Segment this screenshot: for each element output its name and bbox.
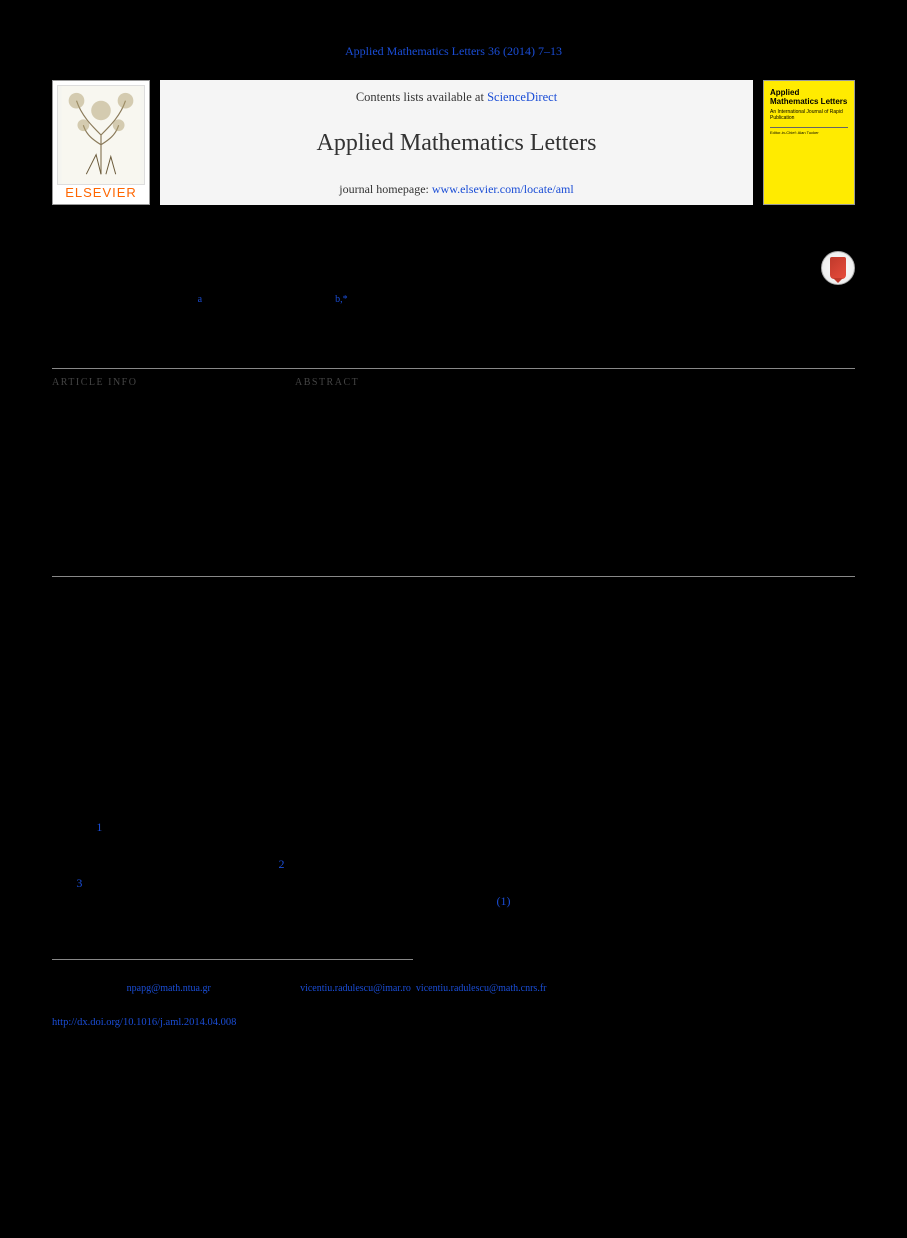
intro-para-3: Also ∂u/∂nₚ denotes the generalized norm…	[52, 758, 855, 777]
equation-1-number: (1)	[815, 671, 855, 686]
homepage-prefix: journal homepage:	[339, 182, 432, 196]
author-2-email-1[interactable]: vicentiu.radulescu@imar.ro	[300, 983, 411, 994]
p4-a: (see [	[70, 820, 96, 834]
journal-homepage-line: journal homepage: www.elsevier.com/locat…	[339, 182, 573, 197]
article-info-column: ARTICLE INFO Article history: Received 4…	[52, 377, 267, 558]
footnote-separator	[52, 959, 413, 960]
contents-available-line: Contents lists available at ScienceDirec…	[356, 90, 557, 105]
author-1-name: Nikolaos S. Papageorgiou	[52, 297, 198, 312]
article-info-heading: ARTICLE INFO	[52, 377, 267, 388]
history-received: Received 4 April 2014	[52, 409, 267, 424]
affiliation-b: b Department of Mathematics, Faculty of …	[52, 335, 855, 350]
article-title: On a Robin problem with p-Laplacian and …	[52, 245, 732, 272]
author-2-affil-sup[interactable]: b,*	[335, 294, 348, 305]
eq-ref-1[interactable]: (1)	[497, 894, 511, 908]
abstract-heading: ABSTRACT	[295, 377, 855, 388]
equation-2-row: Δₚu = div(|Du|ᵖ⁻² Du) for all u ∈ W¹ᵖ(Ω)…	[52, 729, 855, 746]
journal-banner: ELSEVIER Contents lists available at Sci…	[52, 80, 855, 205]
cover-bar: Editor-in-Chief: Alan Tucker	[770, 127, 848, 135]
header-citation-row: Applied Mathematics Letters 36 (2014) 7–…	[52, 42, 855, 60]
author-1-email-who: (N.S. Papageorgiou),	[213, 983, 297, 994]
journal-cover-thumb[interactable]: Applied Mathematics Letters An Internati…	[763, 80, 855, 205]
footer-meta: http://dx.doi.org/10.1016/j.aml.2014.04.…	[52, 1016, 855, 1043]
equation-2: Δₚu = div(|Du|ᵖ⁻² Du) for all u ∈ W¹ᵖ(Ω)…	[52, 729, 855, 746]
info-abstract-row: ARTICLE INFO Article history: Received 4…	[52, 377, 855, 558]
corr-label: * Corresponding author.	[52, 968, 855, 982]
equation-1-row: −Δₚu(z) = f(z, u(z)) in Ω, ∂u/∂nₚ + β(z)…	[52, 670, 855, 687]
affiliation-a: a National Technical University, Departm…	[52, 321, 855, 336]
abstract-copyright: © 2014 Elsevier Ltd. All rights reserved…	[295, 452, 855, 464]
section-1-title: 1. Introduction	[52, 613, 855, 629]
contents-prefix: Contents lists available at	[356, 90, 487, 104]
header-citation-link[interactable]: Applied Mathematics Letters 36 (2014) 7–…	[345, 44, 562, 58]
cover-subtitle: An International Journal of Rapid Public…	[770, 109, 848, 121]
p5-a: Our aim is to prove the existence of at …	[70, 894, 497, 908]
p4-d: ]). So, the problem is asymmetric.	[82, 876, 245, 890]
crossmark-badge[interactable]	[821, 251, 855, 285]
elsevier-wordmark: ELSEVIER	[65, 185, 137, 200]
keyword-2: Nonlinear regularity	[52, 498, 267, 513]
issn-copyright: 0893-9659/© 2014 Elsevier Ltd. All right…	[52, 1030, 855, 1043]
author-2-name: Vicenţiu D. Rădulescu	[209, 297, 335, 312]
keyword-4: Nonlinear maximum principle	[52, 528, 267, 543]
history-accepted: Accepted 4 April 2014	[52, 424, 267, 439]
author-list: Nikolaos S. Papageorgioua, Vicenţiu D. R…	[52, 294, 855, 313]
email-line: E-mail addresses: npapg@math.ntua.gr (N.…	[52, 982, 855, 996]
history-online: Available online 30 April 2014	[52, 439, 267, 454]
page-container: Applied Mathematics Letters 36 (2014) 7–…	[0, 0, 907, 1073]
author-2-email-who: (V.D. Rădulescu).	[549, 983, 620, 994]
journal-name: Applied Mathematics Letters	[317, 130, 597, 157]
elsevier-tree-icon	[57, 85, 145, 185]
sciencedirect-link[interactable]: ScienceDirect	[487, 90, 557, 104]
history-label: Article history:	[52, 394, 267, 409]
intro-para-2: Here Δₚ (1 < p < ∞) denotes the p-Laplac…	[52, 699, 855, 718]
corresponding-author-note: * Corresponding author. E-mail addresses…	[52, 968, 855, 996]
divider-top	[52, 368, 855, 369]
intro-para-4: (see [1]), with n(·) being the outward u…	[52, 818, 855, 892]
equation-3: C¹(Ω̄) ∋ u → ∂u/∂nₚ = |Du|ᵖ⁻² (Du, n)ℝᴺ	[52, 789, 855, 806]
keyword-3: Positive solutions	[52, 513, 267, 528]
banner-center: Contents lists available at ScienceDirec…	[160, 80, 753, 205]
doi-link[interactable]: http://dx.doi.org/10.1016/j.aml.2014.04.…	[52, 1017, 236, 1028]
divider-bottom	[52, 576, 855, 577]
equation-1: −Δₚu(z) = f(z, u(z)) in Ω, ∂u/∂nₚ + β(z)…	[52, 670, 815, 687]
journal-homepage-link[interactable]: www.elsevier.com/locate/aml	[432, 182, 574, 196]
cover-title: Applied Mathematics Letters	[770, 89, 848, 107]
bookmark-icon	[830, 257, 846, 279]
intro-para-1: Let Ω ⊆ ℝᴺ be a bounded domain with a C²…	[52, 639, 855, 658]
abstract-text: We study a nonlinear Robin problem drive…	[295, 394, 855, 442]
elsevier-logo[interactable]: ELSEVIER	[52, 80, 150, 205]
keywords-label: Keywords:	[52, 468, 267, 483]
equation-3-row: C¹(Ω̄) ∋ u → ∂u/∂nₚ = |Du|ᵖ⁻² (Du, n)ℝᴺ	[52, 789, 855, 806]
article-header: On a Robin problem with p-Laplacian and …	[52, 245, 855, 350]
author-1-affil-sup[interactable]: a	[198, 294, 202, 305]
author-1-email[interactable]: npapg@math.ntua.gr	[127, 983, 211, 994]
keyword-1: Robin boundary condition	[52, 483, 267, 498]
affiliation-list: a National Technical University, Departm…	[52, 321, 855, 350]
author-2-email-2[interactable]: vicentiu.radulescu@math.cnrs.fr	[416, 983, 547, 994]
email-label: E-mail addresses:	[52, 983, 124, 994]
keyword-5: Truncation–perturbation techniques	[52, 543, 267, 558]
abstract-column: ABSTRACT We study a nonlinear Robin prob…	[295, 377, 855, 558]
intro-para-5: Our aim is to prove the existence of at …	[52, 892, 855, 929]
